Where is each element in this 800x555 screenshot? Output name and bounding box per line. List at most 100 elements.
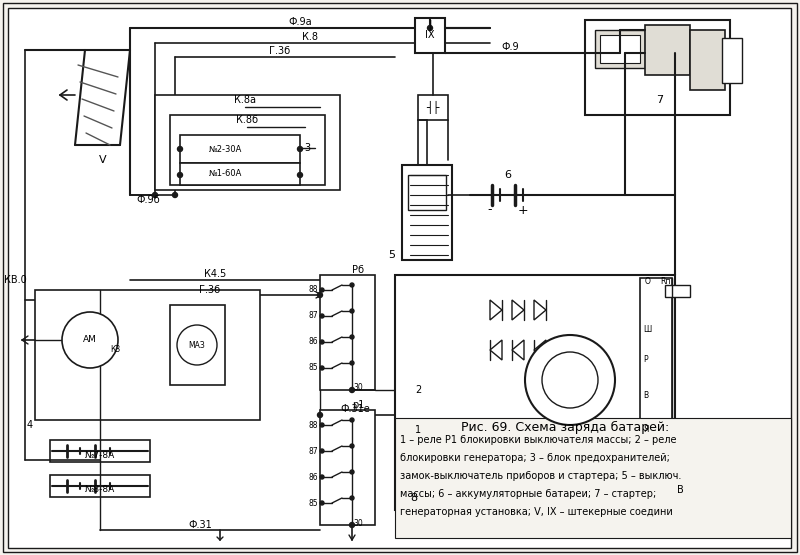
Text: 30: 30	[353, 384, 362, 392]
Text: V: V	[99, 155, 107, 165]
Text: 4: 4	[27, 420, 33, 430]
Bar	[595, 30, 645, 68]
Polygon shape	[512, 340, 524, 360]
Bar	[180, 135, 300, 163]
Text: 85: 85	[308, 364, 318, 372]
Text: Ф.9б: Ф.9б	[136, 195, 160, 205]
Text: 6: 6	[505, 170, 511, 180]
Circle shape	[350, 444, 354, 448]
Text: массы; 6 – аккумуляторные батареи; 7 – стартер;: массы; 6 – аккумуляторные батареи; 7 – с…	[400, 489, 656, 499]
Text: 30: 30	[353, 518, 362, 527]
Circle shape	[320, 366, 324, 370]
Text: №8-8А: №8-8А	[85, 486, 115, 495]
Bar	[180, 163, 300, 185]
Circle shape	[350, 496, 354, 500]
Bar	[408, 175, 446, 210]
Polygon shape	[490, 340, 502, 360]
Circle shape	[177, 325, 217, 365]
Text: 3: 3	[304, 143, 310, 153]
Text: |: |	[428, 20, 432, 31]
Text: Ф.9а: Ф.9а	[288, 17, 312, 27]
Bar	[665, 285, 690, 297]
Circle shape	[153, 193, 158, 198]
Circle shape	[318, 412, 322, 417]
Text: Ф.9: Ф.9	[501, 42, 519, 52]
Text: +: +	[518, 204, 528, 216]
Text: Г.3б: Г.3б	[270, 46, 290, 56]
Circle shape	[318, 292, 322, 297]
Circle shape	[320, 288, 324, 292]
Circle shape	[320, 423, 324, 427]
Circle shape	[62, 312, 118, 368]
Bar	[415, 18, 445, 53]
Text: 86: 86	[308, 472, 318, 482]
Circle shape	[350, 361, 354, 365]
Text: Я: Я	[643, 426, 648, 435]
Circle shape	[320, 501, 324, 505]
Bar	[35, 290, 260, 420]
Circle shape	[173, 193, 178, 198]
Text: Рис. 69. Схема заряда батарей:: Рис. 69. Схема заряда батарей:	[461, 421, 669, 433]
Text: К3: К3	[110, 346, 120, 355]
Text: Ф.31е: Ф.31е	[340, 404, 370, 414]
Text: О: О	[645, 278, 651, 286]
Text: Рб: Рб	[352, 265, 364, 275]
Text: IX: IX	[426, 30, 434, 40]
Bar	[690, 30, 725, 90]
Text: 8: 8	[410, 493, 417, 503]
Text: -: -	[488, 204, 492, 216]
Circle shape	[350, 470, 354, 474]
Text: МАЗ: МАЗ	[189, 341, 206, 350]
Circle shape	[320, 340, 324, 344]
Text: В: В	[643, 391, 648, 400]
Bar	[418, 95, 448, 120]
Circle shape	[298, 147, 302, 152]
Bar	[50, 440, 150, 462]
Circle shape	[320, 449, 324, 453]
Text: Rп: Rп	[660, 278, 670, 286]
Text: р1: р1	[352, 400, 364, 410]
Text: Ш: Ш	[643, 325, 651, 335]
Bar	[395, 418, 791, 538]
Polygon shape	[512, 300, 524, 320]
Circle shape	[350, 283, 354, 287]
Text: Р: Р	[643, 356, 648, 365]
Text: К.8: К.8	[302, 32, 318, 42]
Text: 88: 88	[309, 421, 318, 430]
Circle shape	[350, 522, 354, 527]
Text: 87: 87	[308, 311, 318, 320]
Circle shape	[542, 352, 598, 408]
Text: Г.3б: Г.3б	[199, 285, 221, 295]
Bar	[640, 278, 672, 503]
Polygon shape	[534, 340, 546, 360]
Text: 1: 1	[415, 425, 421, 435]
Bar	[600, 35, 640, 63]
Bar	[50, 475, 150, 497]
Text: 5: 5	[388, 250, 395, 260]
Text: К.8а: К.8а	[234, 95, 256, 105]
Text: 7: 7	[657, 95, 663, 105]
Text: замок-выключатель приборов и стартера; 5 – выключ.: замок-выключатель приборов и стартера; 5…	[400, 471, 682, 481]
Text: №2-30А: №2-30А	[208, 144, 242, 154]
Circle shape	[350, 335, 354, 339]
Text: 1 – реле P1 блокировки выключателя массы; 2 – реле: 1 – реле P1 блокировки выключателя массы…	[400, 435, 677, 445]
Bar	[395, 275, 675, 510]
Text: В: В	[677, 485, 683, 495]
Bar	[585, 20, 730, 115]
Circle shape	[178, 147, 182, 152]
Polygon shape	[490, 300, 502, 320]
Text: 86: 86	[308, 337, 318, 346]
Bar	[320, 275, 375, 390]
Text: КВ.0: КВ.0	[4, 275, 26, 285]
Circle shape	[350, 309, 354, 313]
Text: блокировки генератора; 3 – блок предохранителей;: блокировки генератора; 3 – блок предохра…	[400, 453, 670, 463]
Circle shape	[427, 26, 433, 31]
Bar	[722, 38, 742, 83]
Bar	[320, 410, 375, 525]
Text: №1-60А: №1-60А	[208, 169, 242, 179]
Circle shape	[320, 314, 324, 318]
Text: генераторная установка; V, IX – штекерные соедини: генераторная установка; V, IX – штекерны…	[400, 507, 673, 517]
Text: ┤├: ┤├	[426, 100, 440, 114]
Circle shape	[350, 418, 354, 422]
Circle shape	[178, 173, 182, 178]
